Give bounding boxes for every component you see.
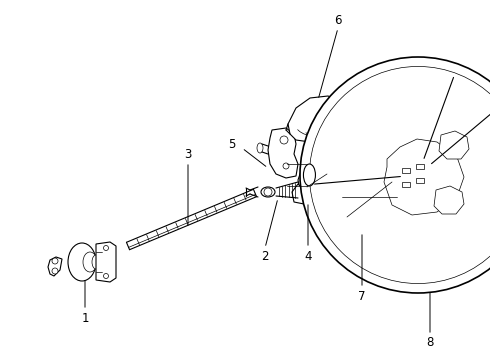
Ellipse shape <box>68 243 96 281</box>
Ellipse shape <box>92 255 100 269</box>
Text: 4: 4 <box>304 249 312 262</box>
Polygon shape <box>392 170 408 184</box>
Text: 5: 5 <box>228 138 236 150</box>
Polygon shape <box>288 96 352 144</box>
Circle shape <box>400 157 436 193</box>
Bar <box>416 164 424 169</box>
Polygon shape <box>268 128 298 178</box>
Polygon shape <box>48 257 62 276</box>
Text: 7: 7 <box>358 289 366 302</box>
Polygon shape <box>434 186 464 214</box>
Circle shape <box>363 201 377 215</box>
Polygon shape <box>384 139 464 215</box>
Circle shape <box>300 57 490 293</box>
Polygon shape <box>298 160 338 198</box>
Circle shape <box>52 258 58 264</box>
Polygon shape <box>96 242 116 282</box>
Circle shape <box>280 136 288 144</box>
Circle shape <box>283 163 289 169</box>
Circle shape <box>52 268 58 274</box>
Circle shape <box>310 172 322 184</box>
Circle shape <box>103 274 108 279</box>
Polygon shape <box>439 131 469 159</box>
Circle shape <box>264 188 272 196</box>
Polygon shape <box>338 170 402 234</box>
Text: 6: 6 <box>334 14 342 27</box>
Text: 3: 3 <box>184 148 192 161</box>
Text: 2: 2 <box>261 249 269 262</box>
Polygon shape <box>292 184 314 204</box>
Bar <box>402 168 410 173</box>
Ellipse shape <box>261 187 275 197</box>
Ellipse shape <box>83 252 97 272</box>
Bar <box>402 182 410 187</box>
Ellipse shape <box>257 143 263 153</box>
Text: 8: 8 <box>426 337 434 350</box>
Circle shape <box>103 246 108 251</box>
Bar <box>416 178 424 183</box>
Polygon shape <box>398 220 410 234</box>
Ellipse shape <box>303 164 316 186</box>
Circle shape <box>310 67 490 284</box>
Text: 1: 1 <box>81 311 89 324</box>
